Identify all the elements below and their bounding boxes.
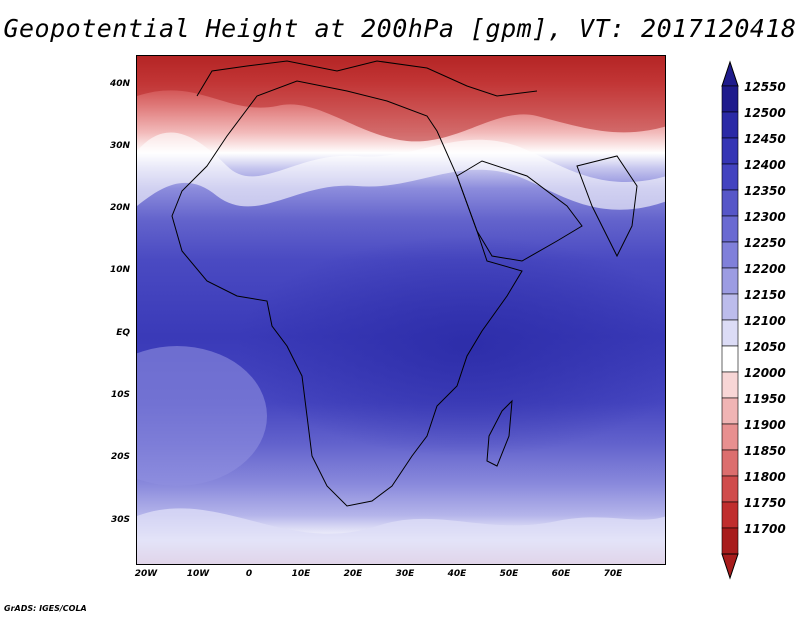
lon-label-70e: 70E [603,569,623,579]
colorbar-label: 12200 [744,262,786,276]
colorbar-label: 12450 [744,132,786,146]
lon-label-50e: 50E [499,569,519,579]
colorbar-label: 12050 [744,340,786,354]
colorbar-segment [721,293,739,321]
map-plot-area [136,55,666,565]
colorbar-segment [721,137,739,165]
colorbar-label: 11750 [744,496,786,510]
lon-label-40e: 40E [447,569,467,579]
lat-label-30n: 30N [109,141,130,151]
lat-label-10s: 10S [110,390,130,400]
colorbar-segment [721,189,739,217]
colorbar-label: 12350 [744,184,786,198]
colorbar-label: 12550 [744,80,786,94]
colorbar-segment [721,475,739,503]
height-field-map [137,56,665,564]
colorbar-segment [721,267,739,295]
lon-label-30e: 30E [395,569,415,579]
lon-label-20w: 20W [134,569,158,579]
colorbar-label: 11800 [744,470,786,484]
lon-label-0: 0 [245,569,253,579]
colorbar-segment [721,85,739,113]
colorbar-label: 12300 [744,210,786,224]
lat-label-10n: 10N [109,265,130,275]
lat-label-20n: 20N [109,203,130,213]
lon-label-60e: 60E [551,569,571,579]
colorbar-segment [721,397,739,425]
colorbar-label: 12000 [744,366,786,380]
colorbar-segment [721,423,739,451]
colorbar-segment [721,371,739,399]
colorbar-arrow-bottom [721,553,739,580]
colorbar-segment [721,215,739,243]
colorbar-label: 12400 [744,158,786,172]
colorbar-segment [721,345,739,373]
map-title: Geopotential Height at 200hPa [gpm], VT:… [3,14,797,43]
colorbar-label: 11850 [744,444,786,458]
lat-label-30s: 30S [110,515,130,525]
colorbar-label: 12150 [744,288,786,302]
colorbar-segment [721,319,739,347]
lon-label-10w: 10W [186,569,210,579]
grads-credit: GrADS: IGES/COLA [4,604,87,613]
colorbar-segment [721,501,739,529]
colorbar-arrow-top [721,60,739,87]
colorbar-label: 11950 [744,392,786,406]
colorbar-segment [721,111,739,139]
colorbar-label: 11700 [744,522,786,536]
lat-label-20s: 20S [110,452,130,462]
colorbar-segment [721,449,739,477]
colorbar-segment [721,241,739,269]
lon-label-20e: 20E [343,569,363,579]
colorbar-label: 12100 [744,314,786,328]
colorbar-segment [721,527,739,555]
colorbar-segment [721,163,739,191]
lat-label-eq: EQ [116,328,130,338]
colorbar-label: 12500 [744,106,786,120]
colorbar-label: 11900 [744,418,786,432]
colorbar-label: 12250 [744,236,786,250]
lat-label-40n: 40N [109,79,130,89]
lon-label-10e: 10E [291,569,311,579]
